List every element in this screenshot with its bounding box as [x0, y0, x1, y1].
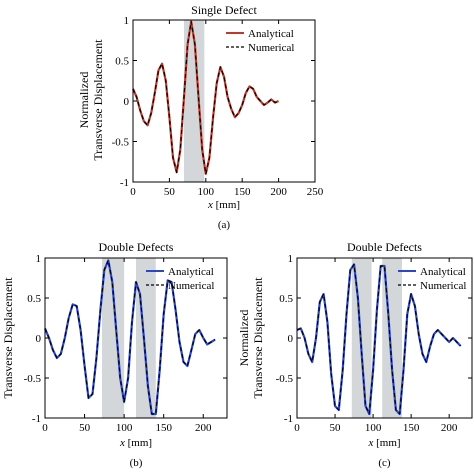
x-tick-label: 100 — [116, 422, 133, 434]
panel-label: (c) — [378, 457, 391, 469]
x-tick-label: 150 — [403, 422, 420, 434]
y-tick-label: 0.5 — [115, 56, 129, 68]
chart-panel-3: 0 50 100 150 200 -1 -0.5 0 0.5 1 Double Defects x [… — [237, 240, 473, 469]
y-tick-label: -0.5 — [276, 373, 294, 385]
x-tick-label: 250 — [307, 186, 324, 198]
legend-label: Numerical — [420, 280, 466, 292]
y-tick-label: -1 — [120, 177, 129, 189]
x-tick-label: 0 — [130, 186, 136, 198]
chart-title: Single Defect — [191, 3, 257, 17]
x-tick-label: 150 — [234, 186, 251, 198]
series-line-numerical — [296, 263, 462, 415]
series-line-numerical — [44, 259, 216, 415]
defect-region — [101, 258, 125, 418]
legend-label: Analytical — [420, 266, 466, 278]
panel-label: (a) — [218, 219, 231, 231]
y-tick-label: -0.5 — [24, 373, 42, 385]
legend-label: Analytical — [248, 28, 294, 40]
legend: Analytical Numerical — [226, 28, 294, 54]
x-axis-label: x [mm] — [207, 199, 240, 211]
chart-title: Double Defects — [347, 240, 422, 254]
y-tick-label: 1 — [124, 15, 130, 27]
y-tick-label: 0.5 — [279, 293, 293, 305]
y-axis-label: Normalized — [237, 310, 251, 367]
y-tick-label: 0.5 — [27, 293, 41, 305]
y-tick-label: -0.5 — [112, 137, 130, 149]
y-axis-label: Normalized — [77, 72, 91, 129]
x-tick-label: 0 — [294, 422, 300, 434]
legend-label: Numerical — [168, 280, 214, 292]
y-tick-label: -1 — [284, 413, 293, 425]
chart-title: Double Defects — [99, 240, 174, 254]
x-tick-label: 50 — [330, 422, 342, 434]
chart-panel-1: 0 50 100 150 200 250 -1 -0.5 0 0.5 1 Single Defect x… — [77, 3, 324, 231]
x-tick-label: 100 — [365, 422, 382, 434]
chart-panel-2: 0 50 100 150 200 -1 -0.5 0 0.5 1 Double Defects x [… — [1, 240, 228, 469]
legend: Analytical Numerical — [398, 266, 466, 292]
y-tick-label: -1 — [32, 413, 41, 425]
x-tick-label: 150 — [155, 422, 172, 434]
x-axis-label: x [mm] — [119, 437, 152, 449]
y-tick-label: 0 — [288, 333, 294, 345]
legend: Analytical Numerical — [146, 266, 214, 292]
x-axis-label: x [mm] — [367, 437, 400, 449]
x-tick-label: 200 — [270, 186, 287, 198]
y-axis-label: Transverse Displacement — [1, 277, 15, 399]
legend-label: Numerical — [248, 42, 294, 54]
y-axis-label: Transverse Displacement — [91, 39, 105, 161]
series-line-analytical — [131, 20, 280, 175]
x-tick-label: 200 — [195, 422, 212, 434]
y-tick-label: 1 — [36, 253, 42, 265]
x-tick-label: 100 — [198, 186, 215, 198]
x-tick-label: 0 — [42, 422, 48, 434]
x-tick-label: 200 — [441, 422, 458, 434]
panel-label: (b) — [130, 457, 143, 469]
y-tick-label: 1 — [288, 253, 294, 265]
y-tick-label: 0 — [124, 96, 130, 108]
y-axis-label: Transverse Displacement — [251, 277, 265, 399]
legend-label: Analytical — [168, 266, 214, 278]
x-tick-label: 50 — [79, 422, 91, 434]
y-tick-label: 0 — [36, 333, 42, 345]
defect-region — [136, 258, 156, 418]
defect-region — [183, 20, 205, 182]
x-tick-label: 50 — [164, 186, 176, 198]
